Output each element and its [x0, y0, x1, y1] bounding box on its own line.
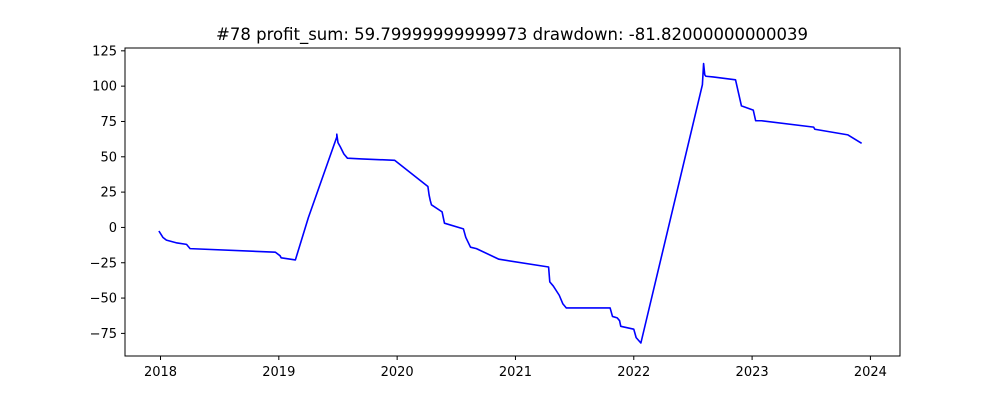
- y-tick-label: 50: [100, 150, 117, 165]
- y-tick-label: 0: [109, 221, 117, 236]
- y-tick-label: −25: [90, 256, 117, 271]
- x-tick-label: 2019: [262, 365, 295, 380]
- y-tick-label: 100: [92, 80, 117, 95]
- series-line-1: [158, 62, 863, 344]
- axes-frame: [124, 47, 901, 357]
- y-tick-label: −50: [90, 292, 117, 307]
- y-tick-label: −75: [90, 327, 117, 342]
- y-tick-label: 125: [92, 44, 117, 59]
- x-tick-label: 2020: [381, 365, 414, 380]
- x-tick-label: 2018: [144, 365, 177, 380]
- plot-area: 2018 2019 2020 2021 2022 2023 2024 −75 −50 −25 0 25…: [90, 44, 901, 380]
- y-tick-label: 25: [100, 186, 117, 201]
- y-tick-label: 75: [100, 115, 117, 130]
- x-tick-label: 2021: [499, 365, 532, 380]
- x-tick-label: 2022: [617, 365, 650, 380]
- chart-title: #78 profit_sum: 59.79999999999973 drawdo…: [216, 25, 808, 45]
- x-tick-label: 2023: [736, 365, 769, 380]
- x-tick-label: 2024: [854, 365, 887, 380]
